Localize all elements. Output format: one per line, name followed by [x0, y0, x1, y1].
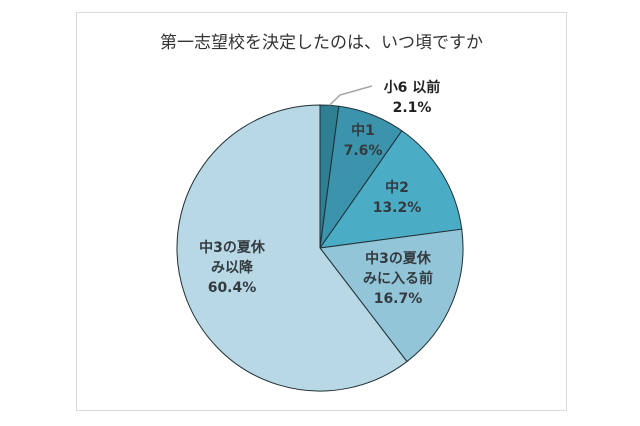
slice-label: 小6 以前 2.1%	[384, 79, 441, 116]
slice-category-label: 中3の夏休	[365, 250, 432, 267]
pie-slice	[176, 104, 408, 392]
chart-frame	[76, 12, 567, 411]
slice-category-label: 小6 以前	[384, 79, 441, 96]
chart-title: 第一志望校を決定したのは、いつ頃ですか	[160, 33, 483, 53]
pie-slice	[319, 228, 464, 363]
slice-category-label: み以降	[211, 259, 254, 276]
slice-label: 中3の夏休み以降 60.4%	[199, 239, 266, 296]
slice-value-label: 7.6%	[344, 143, 383, 159]
slice-value-label: 2.1%	[393, 100, 432, 116]
pie-slice	[318, 130, 463, 249]
slice-value-label: 16.7%	[374, 291, 423, 307]
leader-line	[328, 85, 373, 106]
slice-category-label: 中1	[351, 122, 375, 139]
slice-category-label: 中3の夏休	[199, 239, 266, 256]
slice-value-label: 60.4%	[208, 280, 257, 296]
slice-label: 中2 13.2%	[373, 179, 422, 216]
slice-label: 中3の夏休みに入る前 16.7%	[363, 250, 433, 307]
slice-category-label: みに入る前	[363, 270, 433, 287]
slice-value-label: 13.2%	[373, 200, 422, 216]
slice-label: 中1 7.6%	[344, 122, 383, 159]
slice-category-label: 中2	[385, 179, 409, 196]
